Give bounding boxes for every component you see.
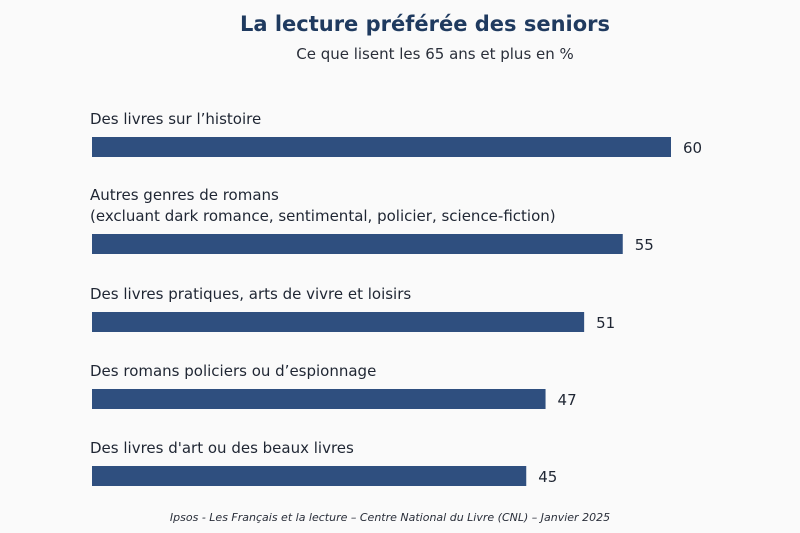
chart-subtitle: Ce que lisent les 65 ans et plus en % [296, 45, 574, 63]
category-label-2-line-2: (excluant dark romance, sentimental, pol… [90, 207, 556, 225]
value-label-2: 55 [635, 236, 654, 254]
value-label-5: 45 [538, 468, 557, 486]
value-label-4: 47 [558, 391, 577, 409]
category-label-2-line-1: Autres genres de romans [90, 186, 279, 204]
value-label-3: 51 [596, 314, 615, 332]
bar-5 [92, 466, 527, 486]
bar-3 [92, 312, 585, 332]
category-label-3: Des livres pratiques, arts de vivre et l… [90, 285, 411, 303]
bar-1 [92, 137, 671, 157]
bar-4 [92, 389, 546, 409]
category-label-5: Des livres d'art ou des beaux livres [90, 439, 354, 457]
category-label-1: Des livres sur l’histoire [90, 110, 261, 128]
bar-2 [92, 234, 623, 254]
chart-title: La lecture préférée des seniors [239, 12, 611, 36]
value-label-1: 60 [683, 139, 702, 157]
source-note: Ipsos - Les Français et la lecture – Cen… [169, 511, 611, 524]
category-label-4: Des romans policiers ou d’espionnage [90, 362, 376, 380]
